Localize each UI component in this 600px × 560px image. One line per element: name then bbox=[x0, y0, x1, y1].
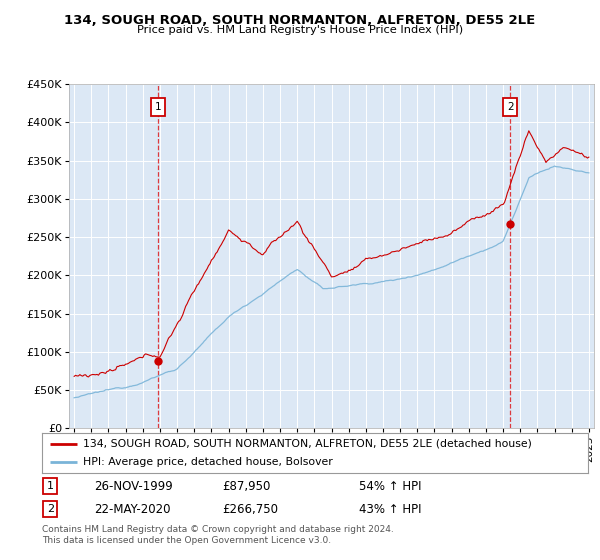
Text: Price paid vs. HM Land Registry's House Price Index (HPI): Price paid vs. HM Land Registry's House … bbox=[137, 25, 463, 35]
Text: 134, SOUGH ROAD, SOUTH NORMANTON, ALFRETON, DE55 2LE (detached house): 134, SOUGH ROAD, SOUTH NORMANTON, ALFRET… bbox=[83, 439, 532, 449]
Text: 26-NOV-1999: 26-NOV-1999 bbox=[94, 479, 173, 493]
Text: HPI: Average price, detached house, Bolsover: HPI: Average price, detached house, Bols… bbox=[83, 458, 332, 467]
Text: 1: 1 bbox=[47, 481, 53, 491]
Text: £87,950: £87,950 bbox=[222, 479, 271, 493]
Text: 1: 1 bbox=[155, 102, 161, 112]
Text: Contains HM Land Registry data © Crown copyright and database right 2024.
This d: Contains HM Land Registry data © Crown c… bbox=[42, 525, 394, 545]
Text: 54% ↑ HPI: 54% ↑ HPI bbox=[359, 479, 421, 493]
Text: 22-MAY-2020: 22-MAY-2020 bbox=[94, 502, 170, 516]
Text: 2: 2 bbox=[507, 102, 514, 112]
Text: 43% ↑ HPI: 43% ↑ HPI bbox=[359, 502, 421, 516]
Text: £266,750: £266,750 bbox=[222, 502, 278, 516]
Text: 134, SOUGH ROAD, SOUTH NORMANTON, ALFRETON, DE55 2LE: 134, SOUGH ROAD, SOUTH NORMANTON, ALFRET… bbox=[64, 14, 536, 27]
Text: 2: 2 bbox=[47, 504, 54, 514]
